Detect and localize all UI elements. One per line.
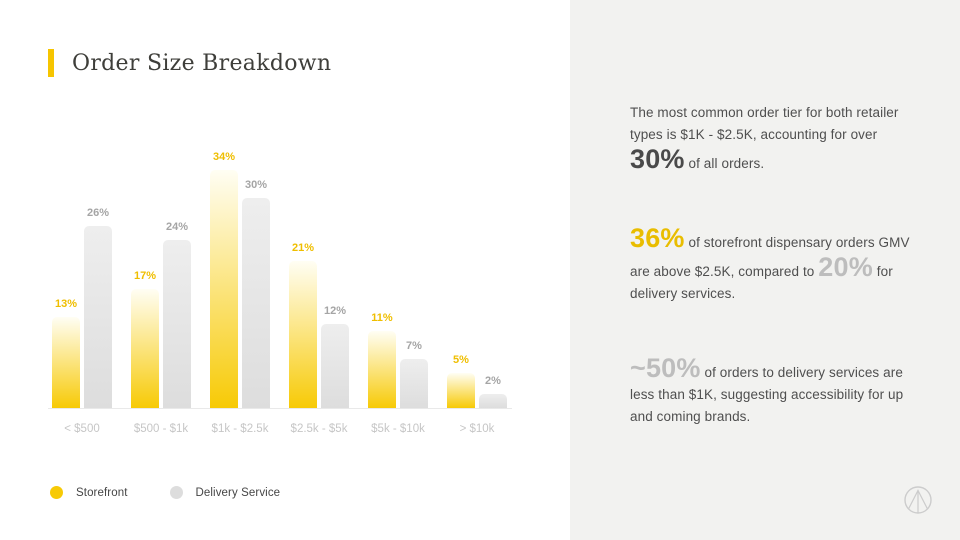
insight-text: of storefront dispensary orders GMV are … (630, 235, 910, 279)
storefront-bar (447, 373, 475, 408)
storefront-bar-value-label: 34% (212, 151, 236, 163)
delivery-service-bar (321, 324, 349, 408)
x-axis-label: $2.5k - $5k (290, 423, 348, 435)
page-title: Order Size Breakdown (72, 50, 332, 76)
storefront-bar (52, 317, 80, 408)
x-axis-label: $500 - $1k (133, 423, 189, 435)
delivery-service-bar (84, 226, 112, 408)
title-block: Order Size Breakdown (48, 49, 331, 77)
delivery-service-bar-value-label: 7% (406, 340, 422, 352)
storefront-bar (131, 289, 159, 408)
insight-paragraph: ~50% of orders to delivery services are … (630, 355, 920, 428)
insight-stat: 20% (818, 252, 873, 282)
legend-item-storefront: Storefront (50, 486, 128, 499)
x-axis-label: $5k - $10k (371, 423, 425, 435)
legend-item-delivery-service: Delivery Service (169, 486, 281, 499)
storefront-bar-value-label: 11% (371, 312, 393, 324)
storefront-bar-value-label: 13% (54, 298, 78, 310)
insights-list: The most common order tier for both reta… (630, 102, 920, 428)
delivery-service-bar-value-label: 12% (323, 305, 347, 317)
storefront-bar-value-label: 17% (133, 270, 157, 282)
delivery-service-legend-dot-icon (169, 486, 183, 499)
order-size-bar-chart: 13% 26% 17% 24% 34% 30% 21% 12% 11% 7% 5% 2% (48, 108, 512, 409)
insight-stat: 30% (630, 144, 685, 174)
delivery-service-bar-value-label: 26% (86, 207, 110, 219)
x-axis-labels: < $500 $500 - $1k $1k - $2.5k $2.5k - $5k $5… (48, 423, 512, 439)
delivery-service-bar-value-label: 24% (165, 221, 189, 233)
delivery-service-bar (242, 198, 270, 408)
storefront-bar (210, 170, 238, 408)
x-axis-label: > $10k (459, 423, 495, 435)
delivery-service-bar-value-label: 30% (244, 179, 268, 191)
insight-stat: ~50% (630, 353, 701, 383)
storefront-bar (289, 261, 317, 408)
storefront-legend-dot-icon (50, 486, 63, 499)
insight-stat: 36% (630, 223, 685, 253)
delivery-service-bar (163, 240, 191, 408)
insight-paragraph: The most common order tier for both reta… (630, 102, 920, 175)
legend-label: Storefront (76, 486, 128, 499)
x-axis-label: $1k - $2.5k (211, 423, 269, 435)
insight-text: of all orders. (684, 156, 765, 171)
insight-text: for delivery services. (630, 264, 893, 301)
insights-panel: The most common order tier for both reta… (570, 0, 960, 540)
title-accent-bar (48, 49, 54, 77)
x-axis-label: < $500 (64, 423, 100, 435)
delivery-service-bar-value-label: 2% (485, 375, 501, 387)
delivery-service-bar (400, 359, 428, 408)
legend-label: Delivery Service (195, 486, 281, 499)
storefront-bar (368, 331, 396, 408)
insight-text: of orders to delivery services are less … (630, 365, 904, 424)
chart-legend: Storefront Delivery Service (50, 486, 280, 499)
arrow-up-circle-logo-icon (904, 486, 932, 514)
storefront-bar-value-label: 5% (453, 354, 469, 366)
insight-text: The most common order tier for both reta… (630, 105, 899, 142)
delivery-service-bar (479, 394, 507, 408)
insight-paragraph: 36% of storefront dispensary orders GMV … (630, 225, 920, 305)
storefront-bar-value-label: 21% (291, 242, 315, 254)
